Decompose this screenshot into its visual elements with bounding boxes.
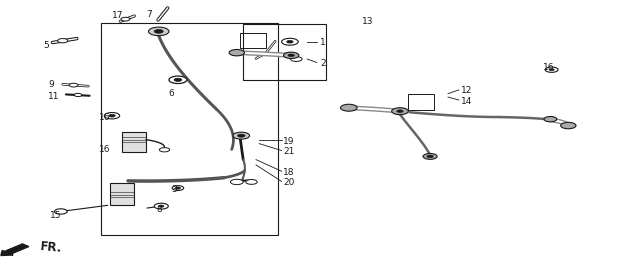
Circle shape: [230, 179, 243, 185]
Bar: [122, 132, 146, 152]
Text: 16: 16: [99, 145, 111, 154]
Text: 19: 19: [283, 137, 294, 146]
Circle shape: [282, 38, 298, 45]
Text: 5: 5: [44, 41, 49, 50]
Circle shape: [237, 134, 245, 137]
Circle shape: [549, 69, 554, 71]
Circle shape: [423, 153, 437, 159]
Text: 2: 2: [320, 59, 326, 68]
Circle shape: [545, 67, 558, 72]
Circle shape: [148, 27, 169, 36]
Circle shape: [74, 93, 82, 97]
Text: 8: 8: [157, 205, 163, 214]
Circle shape: [104, 113, 120, 119]
Bar: [101, 23, 278, 235]
Circle shape: [172, 186, 184, 190]
Circle shape: [288, 54, 294, 57]
Circle shape: [284, 52, 299, 59]
Bar: [243, 24, 326, 80]
Circle shape: [169, 76, 187, 84]
Circle shape: [427, 155, 433, 158]
Circle shape: [109, 114, 115, 117]
Circle shape: [159, 148, 170, 152]
Text: 18: 18: [283, 168, 294, 177]
Text: 3: 3: [172, 185, 177, 194]
Text: 14: 14: [461, 97, 472, 106]
Bar: [240, 33, 266, 48]
Text: 16: 16: [543, 63, 554, 72]
Circle shape: [397, 110, 403, 113]
Text: 21: 21: [283, 147, 294, 156]
Text: 7: 7: [146, 10, 152, 19]
Text: 17: 17: [112, 11, 124, 20]
Circle shape: [561, 122, 576, 129]
Circle shape: [175, 187, 180, 189]
Circle shape: [174, 78, 182, 81]
Bar: [408, 94, 434, 110]
Text: 16: 16: [99, 113, 111, 122]
Circle shape: [159, 205, 164, 207]
Circle shape: [58, 39, 68, 43]
Circle shape: [154, 203, 168, 209]
Text: 13: 13: [362, 17, 373, 26]
Text: 11: 11: [48, 92, 60, 101]
Circle shape: [154, 30, 163, 33]
Circle shape: [287, 40, 293, 43]
Text: 12: 12: [461, 86, 472, 95]
Circle shape: [69, 83, 78, 87]
Circle shape: [233, 132, 250, 139]
Circle shape: [544, 117, 557, 122]
Circle shape: [291, 57, 302, 61]
Text: 6: 6: [168, 89, 174, 98]
FancyArrow shape: [1, 244, 29, 256]
Text: FR.: FR.: [40, 240, 63, 255]
Circle shape: [392, 108, 408, 115]
Text: 20: 20: [283, 178, 294, 187]
Circle shape: [121, 17, 130, 21]
Circle shape: [229, 49, 244, 56]
Circle shape: [340, 104, 357, 111]
Text: 15: 15: [50, 211, 61, 221]
Text: 1: 1: [320, 38, 326, 47]
Bar: [110, 183, 134, 205]
Circle shape: [246, 180, 257, 184]
Text: 9: 9: [48, 80, 54, 89]
Circle shape: [54, 209, 67, 214]
